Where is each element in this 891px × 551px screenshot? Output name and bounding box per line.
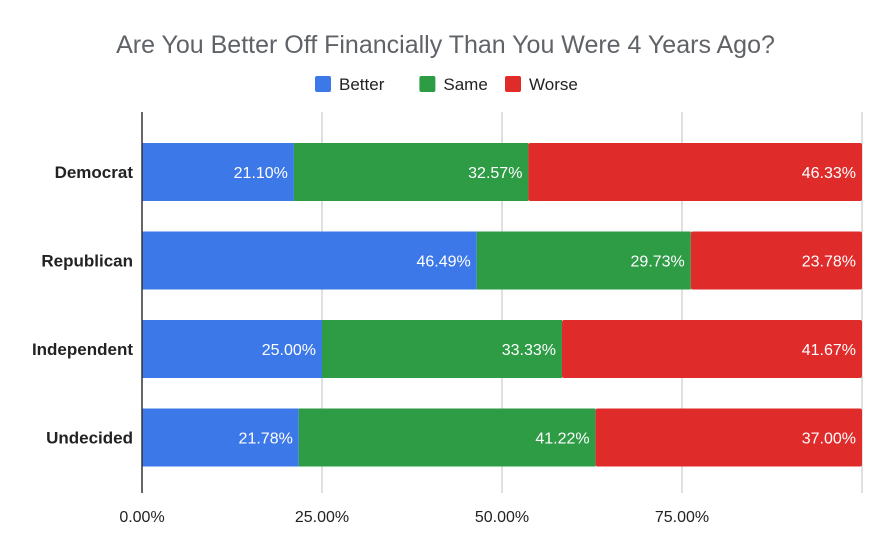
bar-republican-worse: [690, 231, 862, 290]
bar-republican-same: [476, 231, 691, 290]
legend-label-same: Same: [443, 75, 487, 94]
category-label-republican: Republican: [41, 252, 133, 271]
bar-democrat-better: [142, 143, 294, 201]
data-label-undecided-same: 41.22%: [535, 431, 589, 448]
legend-item-same: Same: [419, 75, 488, 94]
x-tick-label: 0.00%: [119, 509, 164, 526]
data-label-independent-worse: 41.67%: [802, 342, 856, 359]
bar-independent-worse: [561, 320, 862, 378]
legend-item-better: Better: [315, 75, 385, 94]
data-label-democrat-better: 21.10%: [234, 165, 288, 182]
legend-label-better: Better: [339, 75, 385, 94]
category-label-independent: Independent: [32, 340, 133, 359]
data-label-republican-worse: 23.78%: [802, 254, 856, 271]
bar-undecided-better: [142, 408, 299, 467]
data-label-republican-same: 29.73%: [631, 254, 685, 271]
legend: Better Same Worse: [315, 75, 578, 94]
x-axis-tick-labels: 0.00% 25.00% 50.00% 75.00%: [119, 509, 709, 526]
bar-undecided-same: [298, 408, 596, 467]
legend-label-worse: Worse: [529, 75, 578, 94]
legend-item-worse: Worse: [505, 75, 578, 94]
x-tick-label: 75.00%: [655, 509, 709, 526]
bar-independent-better: [142, 320, 322, 378]
data-label-undecided-worse: 37.00%: [802, 431, 856, 448]
category-labels: Democrat Republican Independent Undecided: [32, 163, 133, 448]
data-label-republican-better: 46.49%: [416, 254, 470, 271]
category-label-democrat: Democrat: [55, 163, 134, 182]
bar-democrat-same: [293, 143, 529, 201]
x-tick-label: 50.00%: [475, 509, 529, 526]
x-tick-label: 25.00%: [295, 509, 349, 526]
bar-republican-better: [142, 231, 477, 290]
bar-democrat-worse: [528, 143, 862, 201]
category-label-undecided: Undecided: [46, 429, 133, 448]
data-label-undecided-better: 21.78%: [239, 431, 293, 448]
bar-undecided-worse: [595, 408, 862, 467]
data-label-democrat-worse: 46.33%: [802, 165, 856, 182]
legend-swatch-same: [419, 76, 436, 92]
legend-swatch-worse: [505, 76, 521, 92]
bars: 21.10% 32.57% 46.33% 46.49% 29.73% 23.78% 25.0…: [142, 143, 862, 467]
bar-independent-same: [322, 320, 562, 378]
data-label-independent-same: 33.33%: [502, 342, 556, 359]
data-label-independent-better: 25.00%: [262, 342, 316, 359]
legend-swatch-better: [315, 76, 331, 92]
data-label-democrat-same: 32.57%: [468, 165, 522, 182]
chart-title: Are You Better Off Financially Than You …: [116, 31, 775, 59]
